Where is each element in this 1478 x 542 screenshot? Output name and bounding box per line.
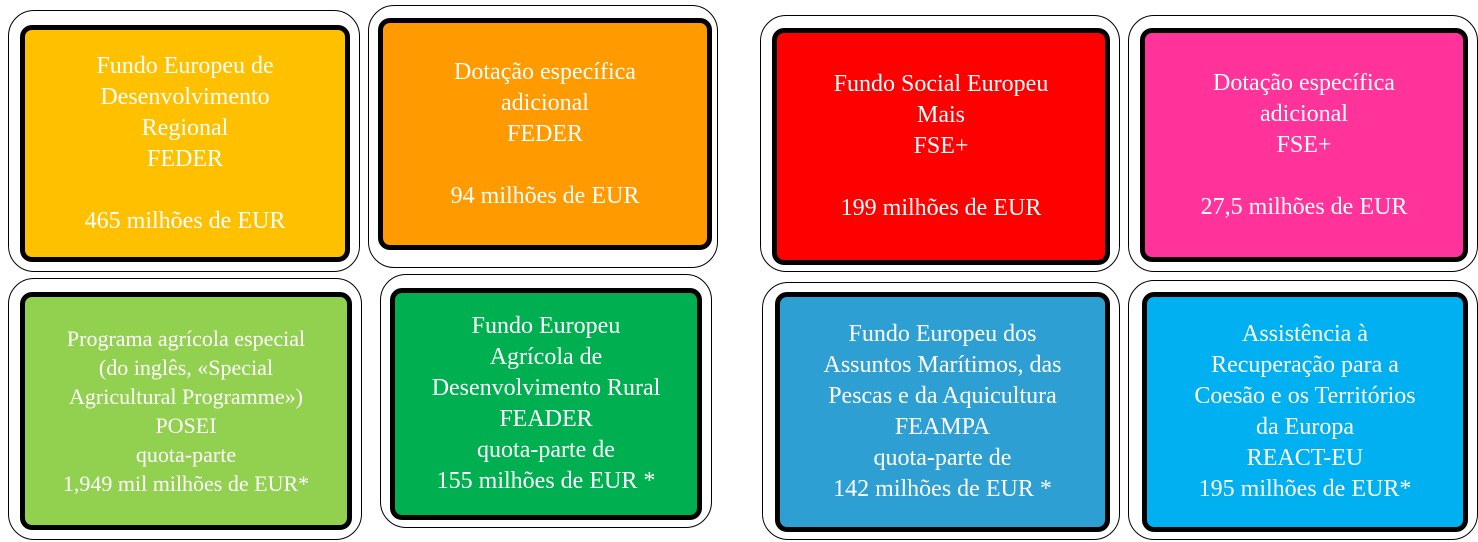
box-line: 142 milhões de EUR * xyxy=(833,476,1052,502)
box-line: Recuperação para a xyxy=(1211,352,1399,378)
fund-box: Fundo Europeu Agrícola de Desenvolvimento … xyxy=(390,288,702,520)
box-line: Fundo Europeu de xyxy=(96,52,274,79)
box-line: 155 milhões de EUR * xyxy=(436,468,656,494)
box-line: Assuntos Marítimos, das xyxy=(823,352,1062,378)
box-line: FSE+ xyxy=(913,133,969,159)
fund-box: Programa agrícola especial (do inglês, «S… xyxy=(20,292,352,530)
box-line: Fundo Europeu xyxy=(471,313,621,339)
box-amount: 94 milhões de EUR xyxy=(450,182,640,209)
box-line: Dotação específica xyxy=(454,58,636,85)
box-amount: 199 milhões de EUR xyxy=(840,195,1042,221)
box-line: Agricultural Programme») xyxy=(69,384,303,409)
box-amount: 465 milhões de EUR xyxy=(84,207,286,234)
fund-box: Dotação específica adicional FSE+ 27,5 milh… xyxy=(1140,28,1468,262)
box-line: FEDER xyxy=(506,120,583,147)
box-line: 195 milhões de EUR* xyxy=(1198,476,1412,502)
box-amount: 27,5 milhões de EUR xyxy=(1200,193,1408,220)
box-line: Desenvolvimento Rural xyxy=(431,375,661,401)
box-line: FSE+ xyxy=(1276,131,1332,158)
box-line: 1,949 mil milhões de EUR* xyxy=(62,471,310,496)
box-line: Fundo Europeu dos xyxy=(848,321,1037,347)
box-line: FEAMPA xyxy=(894,414,991,440)
box-line: quota-parte xyxy=(135,442,237,467)
box-line: Fundo Social Europeu xyxy=(833,71,1049,97)
box-line: Desenvolvimento xyxy=(100,83,270,110)
box-line: FEADER xyxy=(499,406,593,432)
box-line: Coesão e os Territórios xyxy=(1194,383,1416,409)
box-line: quota-parte de xyxy=(873,445,1012,471)
box-line: adicional xyxy=(501,89,589,116)
box-line: Regional xyxy=(141,114,229,141)
box-line: POSEI xyxy=(155,413,217,438)
box-line: quota-parte de xyxy=(477,437,615,463)
fund-box: Fundo Social Europeu Mais FSE+ 199 milhões … xyxy=(772,28,1110,265)
fund-box: Assistência à Recuperação para a Coesão e … xyxy=(1142,292,1468,532)
box-line: Dotação específica xyxy=(1213,69,1395,96)
box-line: FEDER xyxy=(146,145,223,172)
box-line: Pescas e da Aquicultura xyxy=(828,383,1057,409)
box-line: adicional xyxy=(1260,100,1348,127)
fund-box: Fundo Europeu de Desenvolvimento Regional F… xyxy=(20,25,350,262)
box-line: da Europa xyxy=(1256,414,1354,440)
box-line: Mais xyxy=(917,102,965,128)
fund-box: Fundo Europeu dos Assuntos Marítimos, das… xyxy=(775,292,1110,532)
box-line: REACT-EU xyxy=(1246,445,1364,471)
box-line: (do inglês, «Special xyxy=(98,355,274,380)
fund-box: Dotação específica adicional FEDER 94 milhõ… xyxy=(378,18,712,250)
box-line: Agrícola de xyxy=(489,344,603,370)
box-line: Assistência à xyxy=(1242,321,1368,347)
box-line: Programa agrícola especial xyxy=(66,326,306,351)
